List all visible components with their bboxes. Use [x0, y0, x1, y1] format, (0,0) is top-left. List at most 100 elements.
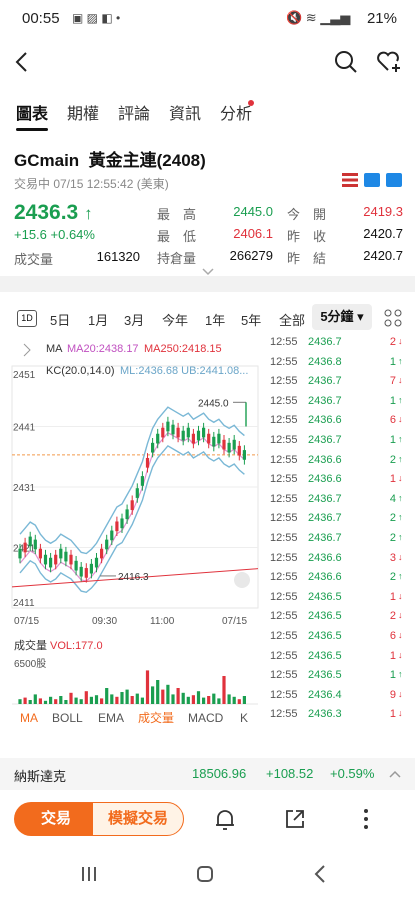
period-1m[interactable]: 1月: [88, 313, 109, 328]
tick-dir-icon: ↑: [398, 532, 403, 542]
candlestick-chart[interactable]: 24512441243124212411MAMA20:2438.17MA250:…: [0, 336, 270, 736]
indicator-tab-5[interactable]: K: [240, 711, 248, 725]
volume-bar: [135, 693, 139, 704]
tick-price: 2436.6: [308, 453, 342, 466]
candle-body: [115, 521, 119, 532]
indicator-tab-1[interactable]: BOLL: [52, 711, 83, 725]
candle-body: [74, 560, 78, 571]
tick-row: 12:55 2436.6 3 ↓: [268, 552, 415, 572]
tick-qty: 6: [389, 630, 396, 642]
indicator-tab-0[interactable]: MA: [20, 711, 38, 725]
battery-text: 21%: [366, 10, 397, 27]
tick-row: 12:55 2436.7 2 ↑: [268, 532, 415, 552]
candle-body: [207, 433, 211, 444]
tab-options[interactable]: 期權: [67, 106, 100, 123]
candle-body: [171, 424, 175, 435]
back-nav-icon[interactable]: [314, 865, 326, 883]
tab-comments[interactable]: 評論: [118, 106, 151, 123]
volume-bar: [181, 692, 185, 704]
tick-time: 12:55: [270, 434, 298, 446]
tick-time: 12:55: [270, 492, 298, 505]
tick-row: 12:55 2436.6 6 ↓: [268, 414, 415, 434]
tick-price: 2436.7: [308, 434, 342, 446]
candle-body: [33, 539, 37, 550]
tab-news[interactable]: 資訊: [169, 106, 202, 123]
system-nav-bar: [0, 848, 415, 900]
tick-dir-icon: ↓: [398, 688, 403, 699]
chevron-up-icon[interactable]: [389, 770, 401, 778]
tab-chart[interactable]: 圖表: [16, 106, 49, 123]
period-dropdown[interactable]: 5分鐘 ▾: [312, 304, 372, 330]
period-1d[interactable]: 1D: [17, 310, 37, 327]
tick-qty: 2: [389, 610, 396, 623]
volume-bar: [28, 700, 32, 704]
index-ticker[interactable]: 納斯達克 18506.96 +108.52 +0.59%: [0, 758, 415, 790]
period-5d[interactable]: 5日: [50, 313, 71, 328]
tick-time: 12:55: [270, 473, 298, 486]
volume-scale: 6500股: [14, 658, 46, 670]
volume-bar: [59, 696, 63, 704]
volume-bar: [49, 696, 53, 704]
tab-underline: [16, 128, 48, 131]
period-5y[interactable]: 5年: [241, 313, 262, 328]
tick-price: 2436.6: [308, 571, 342, 584]
volume-bar: [212, 693, 216, 704]
tick-row: 12:55 2436.3 1 ↓: [268, 708, 415, 728]
more-icon[interactable]: [362, 808, 370, 830]
period-ytd[interactable]: 今年: [162, 313, 189, 328]
market-flags: [342, 173, 402, 189]
candle-body: [49, 557, 53, 568]
volume-bar: [140, 697, 144, 704]
tick-price: 2436.6: [308, 414, 342, 427]
indicator-tab-4[interactable]: MACD: [188, 711, 224, 725]
candle-body: [23, 542, 27, 553]
volume-bar: [74, 697, 78, 704]
period-3m[interactable]: 3月: [124, 313, 145, 328]
tab-analysis[interactable]: 分析: [220, 106, 253, 123]
expand-chevron-icon[interactable]: [202, 268, 214, 276]
volume-bar: [38, 698, 42, 704]
volume-bar: [202, 697, 206, 704]
us-flag-icon: [342, 173, 358, 187]
y-tick-label: 2451: [13, 370, 36, 381]
period-all[interactable]: 全部: [279, 313, 306, 328]
tick-time: 12:55: [270, 336, 298, 348]
home-icon[interactable]: [196, 865, 214, 883]
tick-time: 12:55: [270, 394, 298, 407]
tick-time: 12:55: [270, 512, 298, 525]
tick-dir-icon: ↓: [398, 708, 403, 719]
tick-qty: 2: [389, 512, 396, 525]
ma-title: MA: [46, 343, 63, 355]
search-icon[interactable]: [334, 50, 358, 74]
period-1y[interactable]: 1年: [205, 313, 226, 328]
tick-time: 12:55: [270, 630, 298, 642]
tick-row: 12:55 2436.5 2 ↓: [268, 610, 415, 630]
add-watchlist-icon[interactable]: [376, 50, 404, 74]
grid-icon[interactable]: [384, 309, 402, 327]
status-time: 00:55: [22, 10, 60, 27]
instrument-symbol: GCmain: [14, 151, 80, 170]
signal-icons: 🔇 ≋ ▁▃▅: [286, 10, 351, 25]
volume-bar: [64, 700, 68, 704]
tick-time: 12:55: [270, 355, 298, 368]
add-alert-icon[interactable]: [214, 808, 236, 832]
instrument-name: 黃金主連(2408): [88, 151, 206, 170]
volume-bar: [33, 694, 37, 704]
chart-area[interactable]: 24512441243124212411MAMA20:2438.17MA250:…: [0, 336, 270, 736]
tick-qty: 1: [389, 394, 396, 407]
back-icon[interactable]: [12, 50, 32, 74]
tick-qty: 1: [389, 649, 396, 662]
sim-trade-button[interactable]: 模擬交易: [92, 802, 184, 836]
recent-apps-icon[interactable]: [80, 866, 98, 882]
level-icon: [386, 173, 402, 187]
indicator-tab-3[interactable]: 成交量: [138, 710, 174, 725]
share-icon[interactable]: [284, 808, 306, 830]
trade-button[interactable]: 交易: [14, 802, 98, 836]
tick-row: 12:55 2436.4 9 ↓: [268, 689, 415, 709]
candle-body: [94, 557, 99, 568]
min-label: 2416.3: [118, 572, 149, 583]
candle-body: [64, 551, 68, 562]
volume-title: 成交量: [14, 638, 47, 652]
indicator-tab-2[interactable]: EMA: [98, 711, 124, 725]
ma250-label: MA250:2418.15: [144, 343, 222, 355]
